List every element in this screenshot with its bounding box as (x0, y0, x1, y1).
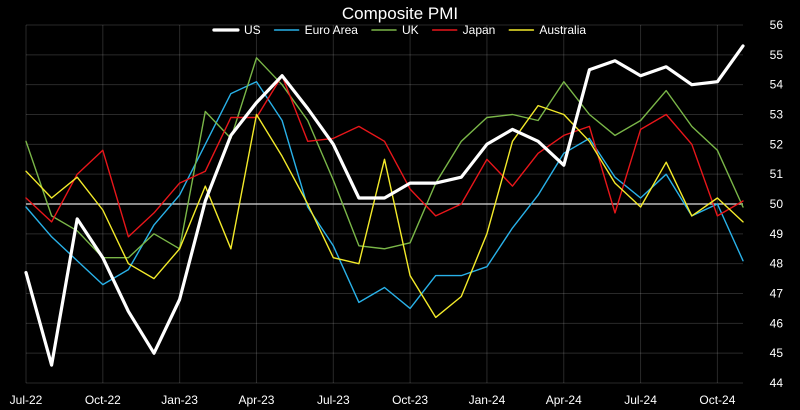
series-line-uk (25, 57, 744, 259)
y-tick-label: 48 (770, 257, 784, 271)
x-tick-label: Jul-24 (624, 393, 657, 407)
y-tick-label: 56 (770, 18, 784, 32)
y-tick-label: 49 (770, 227, 784, 241)
legend: US Euro Area UK Japan Australia (212, 23, 586, 37)
x-tick-label: Apr-23 (238, 393, 274, 407)
y-tick-label: 54 (770, 78, 784, 92)
legend-label-uk: UK (402, 23, 419, 37)
chart-title: Composite PMI (342, 4, 458, 23)
series-group (24, 44, 745, 367)
x-tick-label: Jul-22 (10, 393, 43, 407)
x-tick-label: Apr-24 (546, 393, 582, 407)
x-tick-label: Jan-24 (469, 393, 506, 407)
y-tick-label: 47 (770, 287, 784, 301)
y-tick-label: 55 (770, 48, 784, 62)
y-tick-label: 46 (770, 316, 784, 330)
x-tick-label: Oct-23 (392, 393, 428, 407)
y-tick-label: 53 (770, 108, 784, 122)
y-tick-label: 52 (770, 137, 784, 151)
series-line-australia (25, 104, 744, 319)
x-tick-label: Jan-23 (161, 393, 198, 407)
series-line-japan (25, 74, 744, 238)
x-tick-label: Oct-24 (699, 393, 735, 407)
y-tick-label: 50 (770, 197, 784, 211)
y-tick-label: 44 (770, 376, 784, 390)
y-axis-ticks: 44 45 46 47 48 49 50 51 52 53 54 55 56 (770, 18, 784, 390)
y-tick-label: 45 (770, 346, 784, 360)
y-tick-label: 51 (770, 167, 784, 181)
series-line-us (24, 44, 745, 367)
x-axis-ticks: Jul-22 Oct-22 Jan-23 Apr-23 Jul-23 Oct-23 Jan-… (10, 393, 736, 407)
x-tick-label: Oct-22 (85, 393, 121, 407)
legend-label-japan: Japan (463, 23, 496, 37)
legend-label-euro-area: Euro Area (305, 23, 359, 37)
x-tick-label: Jul-23 (317, 393, 350, 407)
legend-label-australia: Australia (539, 23, 586, 37)
legend-label-us: US (244, 23, 261, 37)
